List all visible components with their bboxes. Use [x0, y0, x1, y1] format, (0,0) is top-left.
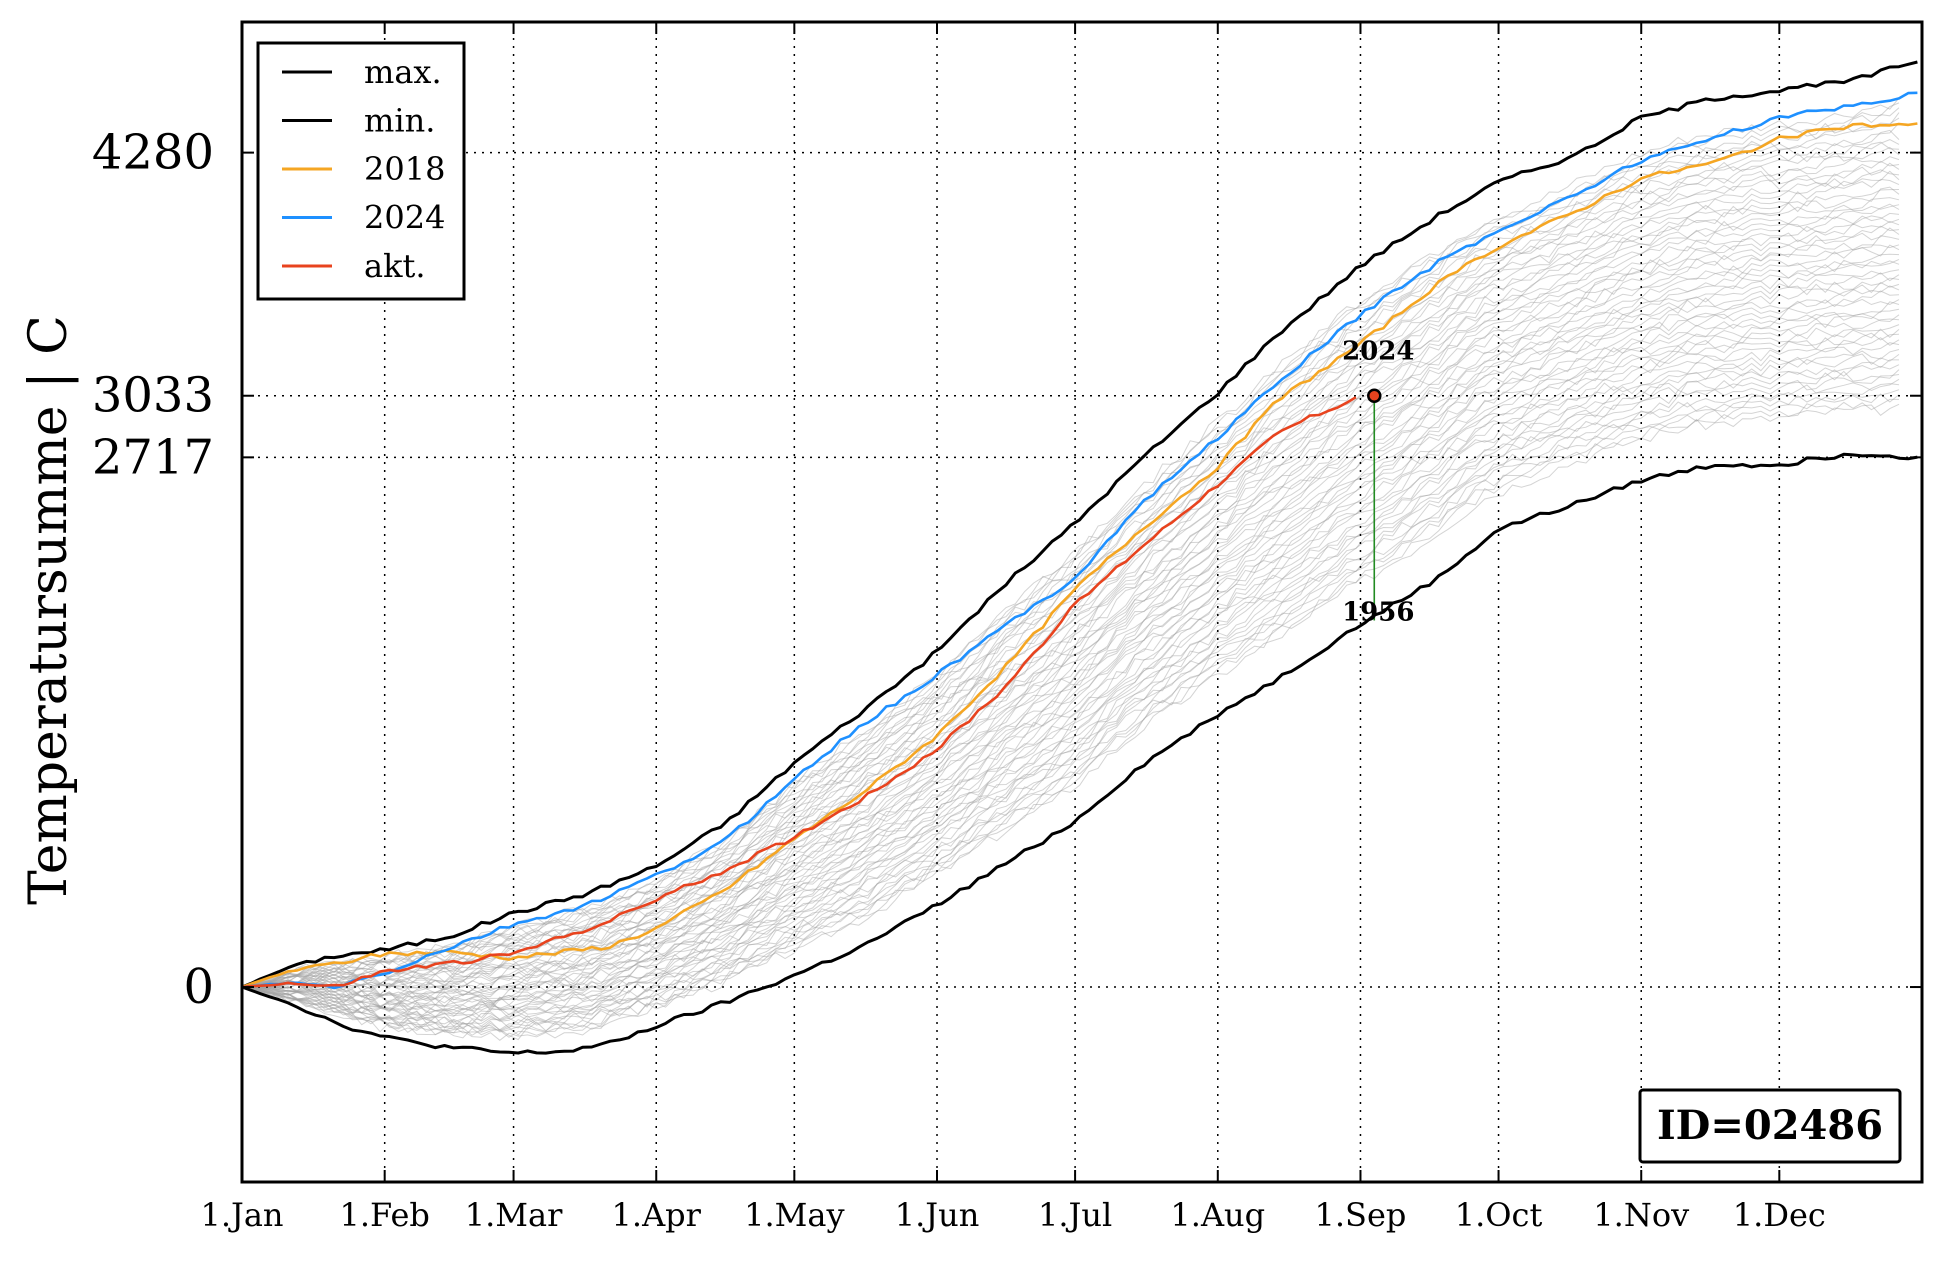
x-tick-label: 1.May [744, 1196, 844, 1234]
background-year-line [241, 162, 1900, 988]
background-year-line [241, 364, 1900, 1025]
background-year-line [241, 160, 1900, 988]
background-year-line [241, 324, 1900, 1017]
tick-layer: 1.Jan 1.Feb 1.Mar 1.Apr 1.May 1.Jun 1.Jul 1.Aug… [92, 22, 1922, 1234]
background-year-line [241, 225, 1900, 990]
x-tick-label: 1.Jan [200, 1196, 283, 1234]
background-year-line [241, 269, 1900, 997]
background-year-line [241, 277, 1900, 1003]
background-year-line [241, 332, 1900, 1017]
background-year-line [241, 258, 1900, 998]
background-year-line [241, 129, 1900, 988]
background-year-line [241, 227, 1900, 992]
y-axis-label: Temperatursumme | C [19, 315, 79, 905]
background-year-line [241, 374, 1900, 1032]
background-year-line [241, 204, 1900, 988]
background-year-line [241, 235, 1900, 990]
background-year-line [241, 244, 1900, 996]
annotation-layer: 2024 1956 [1342, 336, 1414, 627]
background-year-line [241, 244, 1900, 996]
background-year-line [241, 290, 1900, 1007]
id-box-label: ID=02486 [1657, 1102, 1883, 1149]
background-year-line [241, 220, 1900, 989]
background-year-line [241, 156, 1900, 988]
x-tick-label: 1.Jun [895, 1196, 980, 1234]
x-tick-label: 1.Feb [339, 1196, 429, 1234]
plot-frame [240, 20, 1924, 1184]
background-year-line [241, 141, 1900, 988]
background-year-line [241, 369, 1900, 1030]
background-year-line [241, 298, 1900, 1008]
background-year-line [241, 398, 1899, 1041]
background-year-line [241, 403, 1900, 1041]
background-year-line [241, 272, 1900, 1000]
background-year-line [241, 281, 1900, 1005]
x-tick-label: 1.Oct [1455, 1196, 1543, 1234]
background-year-line [241, 212, 1900, 988]
x-tick-label: 1.Dec [1733, 1196, 1826, 1234]
y-tick-label: 2717 [92, 429, 214, 485]
background-year-line [241, 117, 1900, 988]
background-year-line [241, 203, 1900, 988]
legend: max. min. 2018 2024 akt. [256, 41, 466, 301]
background-year-line [241, 285, 1900, 1006]
background-year-line [241, 186, 1900, 988]
background-year-line [241, 97, 1900, 988]
background-year-line [241, 170, 1900, 988]
background-year-line [241, 378, 1900, 1032]
background-year-line [241, 328, 1900, 1018]
x-tick-label: 1.Mar [465, 1196, 563, 1234]
background-year-line [241, 383, 1900, 1034]
series-line-akt [241, 396, 1357, 989]
annotation-top: 2024 [1342, 336, 1414, 366]
x-tick-label: 1.Jul [1038, 1196, 1112, 1234]
background-year-line [241, 389, 1900, 1036]
current-value-marker [1367, 388, 1382, 403]
background-year-line [241, 107, 1900, 988]
x-tick-label: 1.Apr [612, 1196, 702, 1234]
background-year-line [241, 353, 1900, 1025]
annotation-bottom: 1956 [1342, 598, 1414, 628]
background-year-line [242, 260, 1900, 999]
background-year-line [241, 393, 1900, 1038]
series-line-2018 [241, 122, 1918, 989]
legend-label: min. [364, 102, 435, 140]
legend-label: max. [364, 53, 442, 91]
background-year-line [241, 308, 1900, 1011]
background-years-layer [241, 97, 1900, 1041]
legend-label: 2024 [364, 199, 445, 237]
background-year-line [241, 342, 1900, 1021]
background-year-line [241, 146, 1900, 988]
series-line-max [241, 60, 1918, 989]
background-year-line [241, 169, 1900, 988]
legend-label: akt. [364, 247, 426, 285]
legend-label: 2018 [364, 150, 445, 188]
background-year-line [241, 215, 1900, 989]
y-tick-label: 0 [183, 959, 214, 1015]
background-year-line [241, 359, 1899, 1027]
series-line-min [241, 452, 1918, 1055]
x-tick-label: 1.Nov [1593, 1196, 1689, 1234]
id-box: ID=02486 [1638, 1088, 1902, 1164]
y-tick-label: 3033 [92, 368, 214, 424]
x-tick-label: 1.Sep [1315, 1196, 1407, 1234]
background-year-line [241, 349, 1900, 1023]
x-tick-label: 1.Aug [1170, 1196, 1265, 1234]
background-year-line [241, 313, 1900, 1012]
background-year-line [241, 337, 1900, 1020]
background-year-line [241, 112, 1900, 988]
y-tick-label: 4280 [92, 125, 214, 181]
series-layer [241, 60, 1918, 1055]
background-year-line [241, 318, 1900, 1015]
background-year-line [241, 253, 1900, 997]
background-year-line [241, 122, 1900, 988]
background-year-line [241, 301, 1900, 1009]
series-line-2024 [241, 91, 1918, 990]
legend-frame [256, 41, 466, 301]
id-box-frame [1638, 1088, 1902, 1164]
